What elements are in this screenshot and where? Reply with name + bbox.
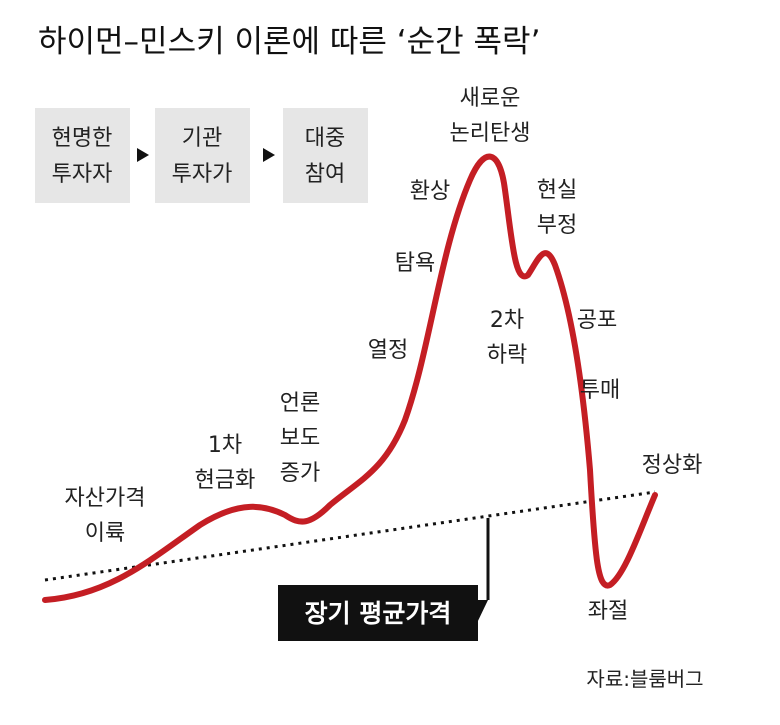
stage-annotation-line: 증가 xyxy=(280,461,320,486)
title: 하이먼–민스키 이론에 따른 ‘순간 폭락’ xyxy=(38,24,540,60)
stage-label-line: 투자가 xyxy=(172,162,233,187)
source: 자료:블룸버그 xyxy=(586,667,703,691)
stage-annotation-line: 2차 xyxy=(490,308,524,333)
stage-label-line: 기관 xyxy=(182,126,222,151)
stage-annotation-line: 정상화 xyxy=(642,453,703,478)
stage-annotation: 공포 xyxy=(577,308,617,333)
stage-annotation: 좌절 xyxy=(588,599,628,624)
stage-annotation-line: 투매 xyxy=(580,378,620,403)
stage-label-line: 참여 xyxy=(305,162,345,187)
stage-annotation-line: 언론 xyxy=(280,391,320,416)
stage-annotation: 정상화 xyxy=(642,453,703,478)
stage-annotation-line: 열정 xyxy=(368,338,408,363)
mean-box xyxy=(278,585,478,641)
mean-line xyxy=(44,490,656,582)
stage-annotation-line: 부정 xyxy=(537,213,577,238)
stage-annotation-line: 이륙 xyxy=(85,521,125,546)
stage-annotation-line: 좌절 xyxy=(588,599,628,624)
mean-label: 장기 평균가격 xyxy=(305,599,452,628)
stage-annotation-line: 논리탄생 xyxy=(450,121,531,146)
stage-annotation-line: 현금화 xyxy=(195,468,256,493)
price-curve xyxy=(42,153,658,603)
stage-label-line: 투자자 xyxy=(52,162,113,187)
stage-annotation-line: 현실 xyxy=(537,178,577,203)
stage-annotation: 열정 xyxy=(368,338,408,363)
stage-box xyxy=(155,108,250,203)
stage-annotation-line: 1차 xyxy=(208,433,242,458)
stage-annotation-line: 하락 xyxy=(487,343,527,368)
arrow xyxy=(263,148,275,162)
arrow xyxy=(137,148,149,162)
stage-label-line: 대중 xyxy=(305,126,345,151)
stage-label-line: 현명한 xyxy=(52,126,113,151)
stage-box xyxy=(283,108,368,203)
stage-annotation: 투매 xyxy=(580,378,620,403)
stage-annotation-line: 새로운 xyxy=(460,86,521,111)
stage-annotation-line: 환상 xyxy=(410,179,450,204)
stage-annotation-line: 공포 xyxy=(577,308,617,333)
stage-annotation: 환상 xyxy=(410,179,450,204)
pointer xyxy=(476,600,488,625)
stage-annotation-line: 탐욕 xyxy=(395,251,435,276)
stage-box xyxy=(35,108,130,203)
stage-annotation-line: 보도 xyxy=(280,426,320,451)
stage-annotation: 탐욕 xyxy=(395,251,435,276)
stage-annotation-line: 자산가격 xyxy=(65,486,146,511)
